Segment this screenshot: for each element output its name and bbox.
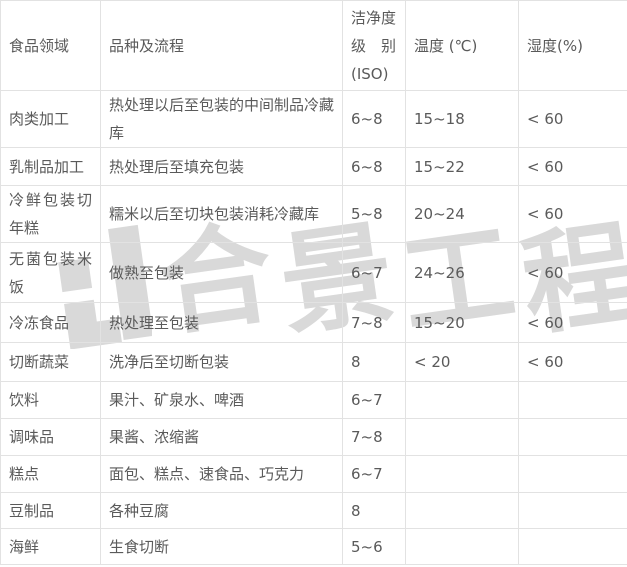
cell-cleanliness: 6~8 <box>342 90 406 148</box>
table-row: 饮料 果汁、矿泉水、啤酒 6~7 <box>0 381 627 419</box>
cell-temperature: < 20 <box>405 342 519 382</box>
cell-food-field: 豆制品 <box>0 492 101 529</box>
cell-process: 做熟至包装 <box>100 242 343 303</box>
table-row: 冷冻食品 热处理至包装 7~8 15~20 < 60 <box>0 302 627 343</box>
cell-process: 热处理后至填充包装 <box>100 147 343 186</box>
cell-food-field: 饮料 <box>0 381 101 419</box>
cell-cleanliness: 8 <box>342 492 406 529</box>
cell-cleanliness: 6~7 <box>342 242 406 303</box>
cell-cleanliness: 6~8 <box>342 147 406 186</box>
cell-humidity: < 60 <box>518 90 627 148</box>
table-row: 海鲜 生食切断 5~6 <box>0 528 627 565</box>
cell-temperature <box>405 492 519 529</box>
cell-food-field: 糕点 <box>0 455 101 493</box>
cell-temperature: 15~22 <box>405 147 519 186</box>
table-row: 无菌包装米饭 做熟至包装 6~7 24~26 < 60 <box>0 242 627 303</box>
column-header-temperature: 温度 (℃) <box>405 0 519 91</box>
table-header-row: 食品领域 品种及流程 洁净度 级 别 (ISO) 温度 (℃) 湿度(%) <box>0 0 627 91</box>
table-row: 豆制品 各种豆腐 8 <box>0 492 627 529</box>
cell-humidity <box>518 455 627 493</box>
cell-process: 面包、糕点、速食品、巧克力 <box>100 455 343 493</box>
cell-humidity <box>518 528 627 565</box>
table-row: 肉类加工 热处理以后至包装的中间制品冷藏库 6~8 15~18 < 60 <box>0 90 627 148</box>
cell-humidity: < 60 <box>518 342 627 382</box>
cell-process: 果酱、浓缩酱 <box>100 418 343 456</box>
cell-humidity <box>518 492 627 529</box>
cell-temperature <box>405 528 519 565</box>
table-row: 糕点 面包、糕点、速食品、巧克力 6~7 <box>0 455 627 493</box>
column-header-food-field: 食品领域 <box>0 0 101 91</box>
cell-process: 洗净后至切断包装 <box>100 342 343 382</box>
cell-process: 果汁、矿泉水、啤酒 <box>100 381 343 419</box>
cell-cleanliness: 7~8 <box>342 418 406 456</box>
cell-humidity <box>518 418 627 456</box>
cell-process: 各种豆腐 <box>100 492 343 529</box>
cell-humidity: < 60 <box>518 302 627 343</box>
cell-food-field: 冷鲜包装切年糕 <box>0 185 101 243</box>
cell-process: 热处理至包装 <box>100 302 343 343</box>
cell-food-field: 切断蔬菜 <box>0 342 101 382</box>
cell-cleanliness: 6~7 <box>342 455 406 493</box>
cell-process: 生食切断 <box>100 528 343 565</box>
cell-humidity: < 60 <box>518 147 627 186</box>
column-header-cleanliness-level: 洁净度 级 别 (ISO) <box>342 0 406 91</box>
cell-cleanliness: 7~8 <box>342 302 406 343</box>
cell-food-field: 调味品 <box>0 418 101 456</box>
cell-cleanliness: 5~8 <box>342 185 406 243</box>
cell-humidity: < 60 <box>518 242 627 303</box>
cell-temperature <box>405 381 519 419</box>
cell-cleanliness: 8 <box>342 342 406 382</box>
table-row: 调味品 果酱、浓缩酱 7~8 <box>0 418 627 456</box>
cell-temperature <box>405 418 519 456</box>
cell-temperature: 20~24 <box>405 185 519 243</box>
table-row: 切断蔬菜 洗净后至切断包装 8 < 20 < 60 <box>0 342 627 382</box>
column-header-humidity: 湿度(%) <box>518 0 627 91</box>
table-row: 冷鲜包装切年糕 糯米以后至切块包装消耗冷藏库 5~8 20~24 < 60 <box>0 185 627 243</box>
cell-food-field: 乳制品加工 <box>0 147 101 186</box>
cell-food-field: 海鲜 <box>0 528 101 565</box>
cell-cleanliness: 5~6 <box>342 528 406 565</box>
cell-process: 热处理以后至包装的中间制品冷藏库 <box>100 90 343 148</box>
cell-temperature <box>405 455 519 493</box>
cell-process: 糯米以后至切块包装消耗冷藏库 <box>100 185 343 243</box>
cell-food-field: 无菌包装米饭 <box>0 242 101 303</box>
cell-cleanliness: 6~7 <box>342 381 406 419</box>
cell-temperature: 24~26 <box>405 242 519 303</box>
cell-food-field: 冷冻食品 <box>0 302 101 343</box>
column-header-variety-process: 品种及流程 <box>100 0 343 91</box>
cell-temperature: 15~18 <box>405 90 519 148</box>
cell-humidity: < 60 <box>518 185 627 243</box>
cell-temperature: 15~20 <box>405 302 519 343</box>
cell-food-field: 肉类加工 <box>0 90 101 148</box>
cell-humidity <box>518 381 627 419</box>
table-row: 乳制品加工 热处理后至填充包装 6~8 15~22 < 60 <box>0 147 627 186</box>
